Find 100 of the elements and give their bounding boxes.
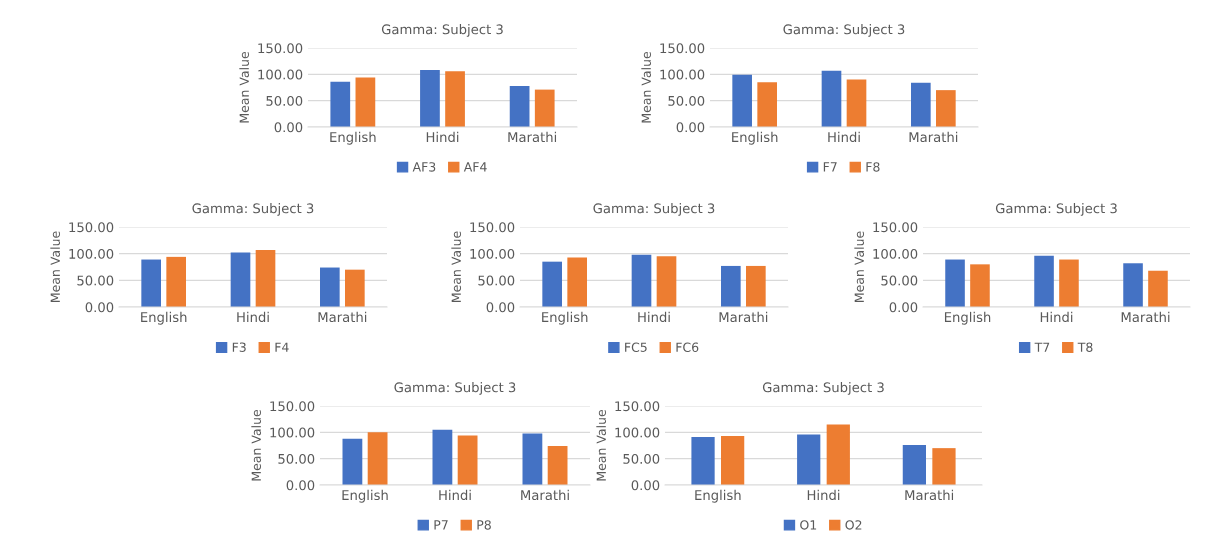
x-tick-label: Hindi [439, 489, 471, 501]
y-tick-label: 150.00 [270, 401, 315, 412]
y-tick-label: 0.00 [631, 480, 660, 491]
bar [1034, 255, 1054, 307]
y-tick-label: 100.00 [470, 248, 515, 259]
bar [826, 424, 850, 485]
x-tick-label: Hindi [828, 131, 860, 143]
bar [534, 89, 555, 127]
bar [255, 249, 276, 307]
x-tick-label: English [330, 131, 376, 145]
x-tick-label: Marathi [521, 489, 569, 501]
y-tick-label: 100.00 [69, 248, 114, 259]
y-tick-label: 0.00 [676, 122, 705, 133]
bar [457, 435, 478, 485]
y-tick-label: 0.00 [486, 302, 515, 313]
y-tick-label: 50.00 [77, 275, 114, 286]
y-tick-label: 100.00 [660, 69, 705, 80]
bar [1123, 263, 1143, 307]
x-tick-label: Marathi [719, 311, 768, 323]
chart-title: Gamma: Subject 3 [995, 203, 1117, 216]
bar [345, 269, 365, 307]
x-tick-label: Hindi [638, 311, 670, 323]
y-axis-title: Mean Value [50, 231, 60, 302]
bar [821, 70, 842, 127]
chart-title: Gamma: Subject 3 [762, 382, 884, 395]
bar [420, 70, 440, 127]
y-tick-label: 0.00 [286, 480, 315, 491]
x-tick-label: Marathi [318, 311, 367, 323]
x-tick-label: Marathi [508, 131, 557, 143]
bar [355, 77, 376, 127]
legend-label: FC6 [676, 342, 699, 352]
x-tick-label: English [944, 311, 991, 325]
y-tick-label: 50.00 [278, 453, 315, 464]
bar [509, 85, 530, 127]
y-tick-label: 100.00 [258, 69, 303, 80]
bar [732, 74, 752, 127]
legend-label: T7 [1034, 342, 1050, 352]
bar [631, 254, 652, 307]
bar [902, 444, 926, 485]
bar [567, 257, 587, 307]
legend-label: FC5 [625, 342, 647, 352]
y-tick-label: 100.00 [873, 248, 918, 259]
bar [846, 79, 867, 127]
bar [547, 446, 568, 485]
legend-label: P7 [434, 520, 448, 530]
chart-title: Gamma: Subject 3 [192, 203, 314, 216]
y-tick-label: 50.00 [266, 95, 303, 106]
x-tick-label: English [342, 489, 388, 503]
y-tick-label: 0.00 [85, 302, 114, 313]
y-tick-label: 150.00 [470, 222, 515, 233]
x-tick-label: Marathi [1121, 311, 1170, 323]
y-axis-title: Mean Value [251, 409, 261, 481]
y-tick-label: 150.00 [873, 222, 918, 233]
y-tick-label: 150.00 [69, 222, 114, 233]
y-axis-title: Mean Value [641, 51, 651, 123]
bar [932, 448, 956, 485]
bar [542, 261, 562, 307]
bar [320, 267, 340, 307]
bar [166, 256, 186, 307]
y-axis-title: Mean Value [854, 231, 864, 302]
bar [721, 436, 745, 485]
chart-title: Gamma: Subject 3 [394, 382, 516, 395]
chart-title: Gamma: Subject 3 [783, 24, 905, 37]
legend-label: AF3 [412, 162, 436, 172]
y-tick-label: 100.00 [270, 427, 315, 438]
bar [342, 438, 363, 485]
bar [911, 82, 931, 127]
bar [970, 264, 990, 307]
legend-label: O1 [800, 520, 817, 530]
bar [797, 434, 821, 485]
y-tick-label: 50.00 [623, 453, 660, 464]
legend-label: F3 [232, 342, 246, 352]
y-tick-label: 150.00 [615, 401, 660, 412]
chart-title: Gamma: Subject 3 [593, 203, 715, 216]
y-tick-label: 150.00 [258, 43, 303, 54]
legend-label: O2 [845, 520, 862, 530]
y-tick-label: 50.00 [668, 95, 705, 106]
x-tick-label: Hindi [426, 131, 459, 143]
bar [656, 256, 677, 307]
x-tick-label: Hindi [1040, 311, 1073, 323]
bar [445, 71, 465, 127]
bar [1148, 270, 1168, 307]
bar [230, 252, 251, 307]
x-tick-label: Marathi [909, 131, 958, 143]
x-tick-label: English [695, 489, 741, 503]
x-tick-label: Marathi [905, 489, 954, 501]
legend-label: P8 [477, 520, 491, 530]
bar [691, 437, 715, 485]
legend-label: F7 [823, 162, 837, 172]
bar [330, 81, 351, 127]
x-tick-label: English [141, 311, 187, 325]
bar [945, 259, 965, 307]
legend-label: AF4 [463, 162, 487, 172]
y-tick-label: 50.00 [881, 275, 918, 286]
y-axis-title: Mean Value [596, 409, 606, 481]
bar [757, 82, 777, 127]
y-tick-label: 150.00 [660, 43, 705, 54]
legend-label: F4 [275, 342, 289, 352]
bar [141, 259, 161, 307]
bar [936, 90, 956, 127]
